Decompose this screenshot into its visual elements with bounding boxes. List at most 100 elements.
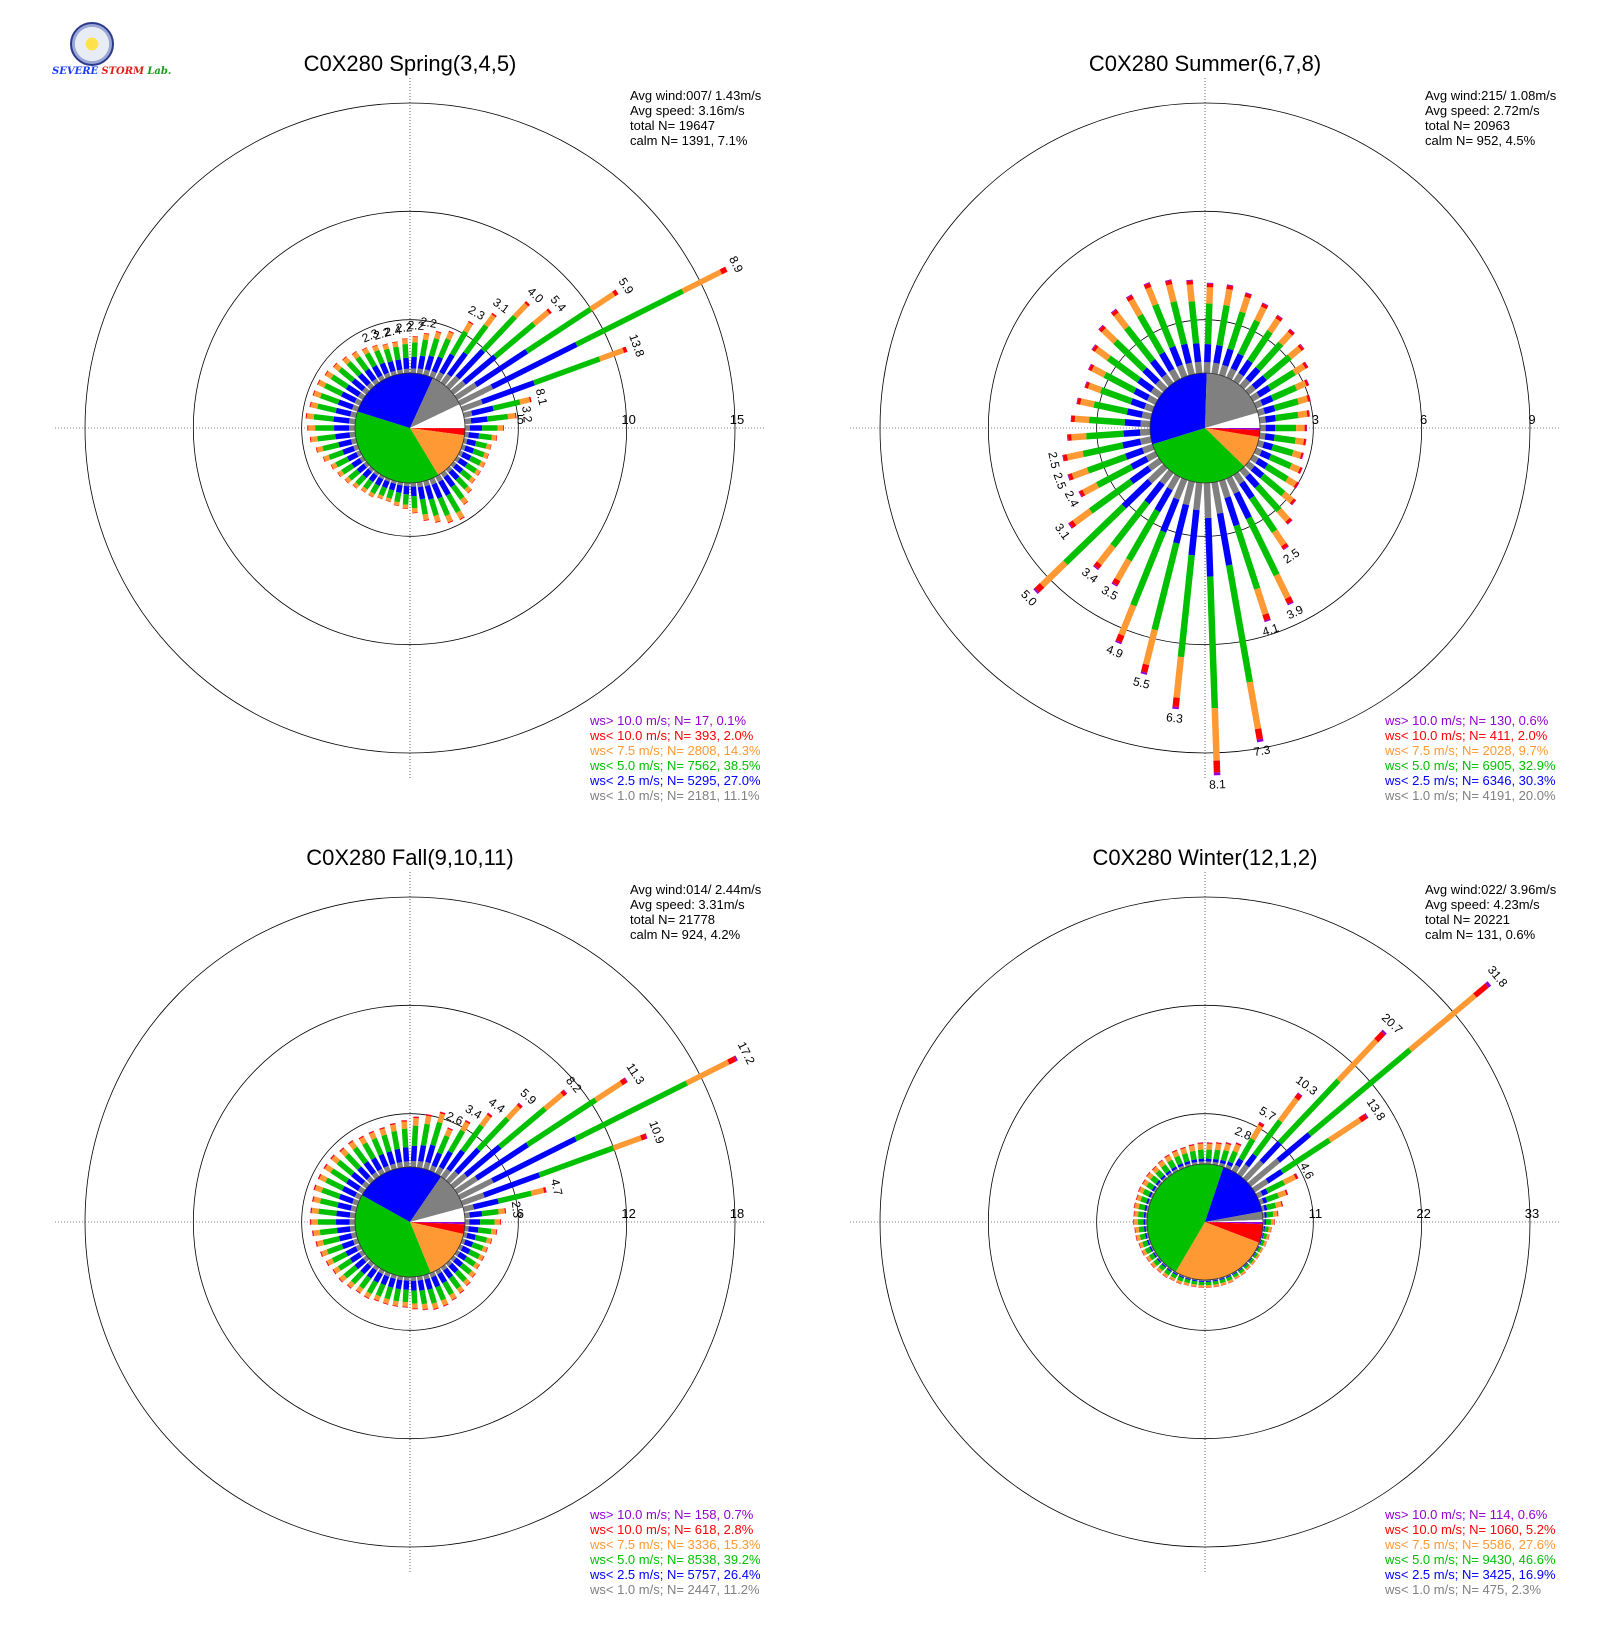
bar-segment [1297, 1092, 1303, 1097]
bar-segment [387, 1277, 396, 1288]
bar-segment [343, 1264, 359, 1279]
wind-rose-bar [440, 1264, 465, 1294]
pie-outline [1146, 1163, 1264, 1281]
wind-rose-panel-1: 5 10 152.32.22.42.22.22.2 2.3 3.1 4.0 5.45.98.… [55, 51, 765, 803]
legend-entry: ws< 10.0 m/s; N= 1060, 5.2% [1384, 1522, 1556, 1537]
bar-segment [374, 349, 385, 365]
bar-segment [490, 1228, 497, 1235]
bar-segment [403, 1280, 410, 1290]
bar-segment [336, 1210, 351, 1218]
bar-segment [1121, 478, 1153, 509]
bar-value-label: 13.8 [1364, 1096, 1389, 1123]
bar-segment [1245, 1265, 1251, 1271]
wind-rose-bar [344, 461, 370, 484]
bar-segment [491, 1136, 577, 1184]
wind-rose-bar [1262, 1210, 1279, 1219]
bar-segment [366, 1176, 375, 1184]
bar-segment [468, 1249, 481, 1260]
bar-segment [435, 1268, 442, 1275]
ring-label-1: 6 [517, 1206, 524, 1221]
bar-value-label: 2.2 [407, 318, 425, 333]
bar-segment [1150, 387, 1163, 399]
pie-slice [1205, 373, 1258, 428]
bar-segment [1211, 707, 1220, 761]
bar-segment [1173, 477, 1188, 500]
bar-segment [1068, 522, 1073, 529]
bar-segment [1193, 482, 1203, 511]
bar-segment [360, 1263, 372, 1275]
bar-segment [331, 1251, 348, 1264]
bar-segment [1225, 1164, 1232, 1170]
bar-segment [1224, 496, 1240, 527]
wind-rose-bar [1175, 1274, 1185, 1285]
bar-segment [1267, 369, 1296, 391]
bar-segment [1249, 391, 1260, 402]
bar-segment [1148, 1191, 1153, 1198]
bar-segment [442, 1280, 454, 1296]
wind-rose-bar [377, 477, 391, 500]
wind-rose-bar [1259, 432, 1307, 446]
bar-segment [1072, 508, 1093, 526]
bar-segment [361, 1180, 370, 1189]
bar-segment [384, 477, 391, 483]
bar-segment [1213, 344, 1223, 364]
bar-segment [1289, 463, 1301, 473]
bar-segment [355, 1244, 363, 1252]
bar-segment [1169, 1275, 1176, 1281]
bar-segment [1161, 1164, 1170, 1174]
bar-segment [1263, 404, 1276, 415]
bar-segment [1186, 284, 1195, 302]
bar-segment [434, 331, 442, 340]
bar-segment [1255, 341, 1284, 372]
bar-segment [358, 1249, 366, 1257]
bar-segment [485, 1237, 492, 1244]
bar-segment [431, 1302, 439, 1310]
bar-segment [388, 482, 397, 491]
bar-segment [336, 1159, 355, 1177]
bar-segment [411, 496, 418, 509]
bar-segment [1098, 325, 1106, 333]
bar-segment [1174, 1155, 1183, 1166]
bar-segment [340, 391, 357, 404]
wind-rose-bar [1203, 282, 1214, 374]
bar-segment [1287, 329, 1295, 336]
pie-slice [354, 1195, 431, 1278]
bar-segment [1226, 564, 1253, 683]
bar-segment [477, 1254, 484, 1261]
wind-rose-bar [450, 308, 552, 395]
bar-value-label: 2.6 [444, 1109, 465, 1129]
bar-value-label: 2.2 [395, 320, 413, 335]
bar-segment [437, 1113, 445, 1124]
bar-segment [373, 1294, 381, 1301]
bar-segment [612, 1135, 643, 1151]
wind-rose-bar [410, 1276, 418, 1310]
wind-rose-bar [342, 356, 375, 390]
bar-segment [1226, 285, 1234, 290]
bar-segment [474, 440, 488, 449]
legend-entry: ws< 2.5 m/s; N= 6346, 30.3% [1384, 773, 1556, 788]
bar-segment [1283, 545, 1289, 551]
bar-segment [1194, 361, 1203, 374]
wind-rose-bar [410, 482, 418, 514]
bar-segment [1289, 498, 1296, 505]
bar-segment [423, 479, 430, 487]
wind-rose-bar [1255, 1245, 1264, 1254]
bar-segment [454, 1176, 478, 1195]
wind-rose-bar [1110, 308, 1174, 387]
bar-segment [431, 482, 443, 499]
bar-segment [1240, 1270, 1246, 1276]
bar-segment [448, 469, 460, 481]
bar-segment [1164, 1155, 1173, 1163]
wind-rose-bar [1233, 314, 1283, 385]
bar-segment [719, 266, 728, 275]
bar-segment [1099, 387, 1133, 405]
bar-segment [485, 443, 491, 450]
bar-segment [1180, 343, 1193, 365]
bar-segment [1136, 1234, 1141, 1241]
wind-rose-bar [1150, 1257, 1163, 1269]
bar-segment [402, 343, 409, 359]
bar-segment [1149, 1246, 1154, 1252]
legend-entry: ws< 1.0 m/s; N= 4191, 20.0% [1384, 788, 1556, 803]
bar-segment [372, 1264, 380, 1271]
